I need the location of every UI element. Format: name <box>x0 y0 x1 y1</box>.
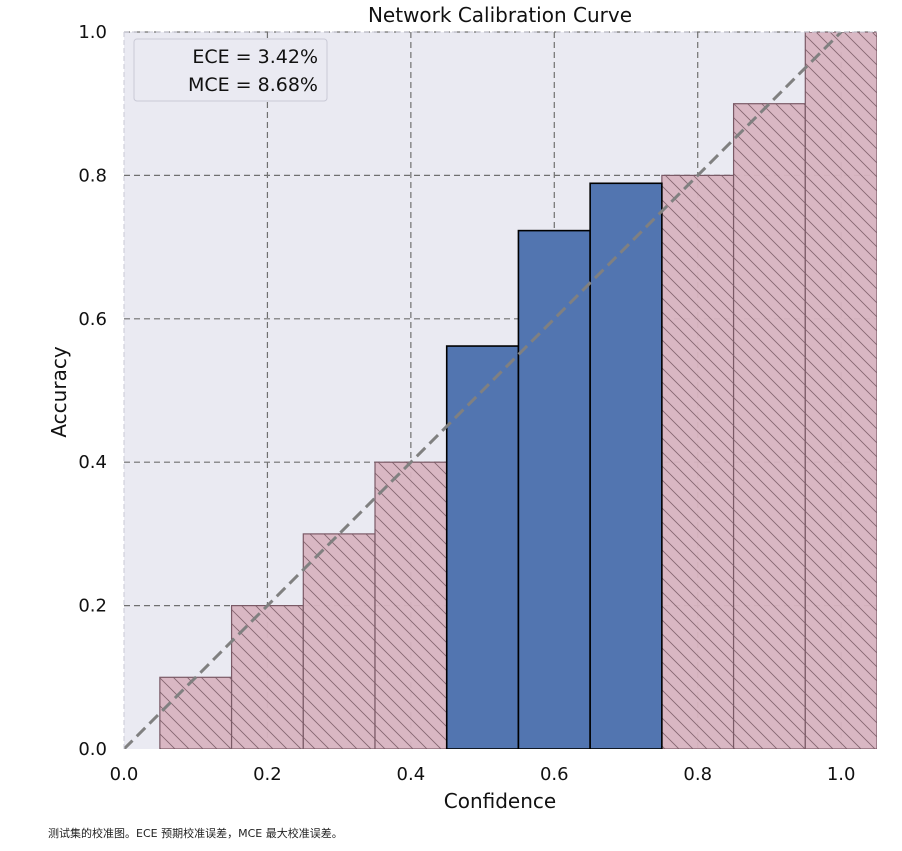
x-tick-label: 0.4 <box>397 764 426 785</box>
y-tick-label: 0.8 <box>78 165 107 186</box>
chart-title: Network Calibration Curve <box>368 3 632 27</box>
x-tick-label: 0.8 <box>683 764 712 785</box>
bars <box>159 32 877 749</box>
x-tick-label: 0.0 <box>110 764 139 785</box>
gap-bar <box>804 32 877 749</box>
gap-bar <box>661 174 735 749</box>
gap-bar <box>374 461 448 749</box>
gap-bar <box>230 604 304 749</box>
ece-label: ECE = 3.42% <box>192 46 318 68</box>
mce-label: MCE = 8.68% <box>188 74 318 96</box>
x-tick-label: 0.2 <box>253 764 282 785</box>
y-tick-label: 0.2 <box>78 596 107 617</box>
output-bar <box>589 182 663 749</box>
x-tick-label: 0.6 <box>540 764 569 785</box>
y-tick-label: 0.0 <box>78 739 107 760</box>
y-tick-label: 1.0 <box>78 22 107 43</box>
calibration-chart: 0.0 0.2 0.4 0.6 0.8 1.0 0.0 0.2 0.4 0.6 0.8 1.0 Ne… <box>47 3 877 813</box>
output-bar <box>517 229 591 749</box>
metrics-legend-box: ECE = 3.42% MCE = 8.68% <box>133 38 328 102</box>
gap-bar <box>302 533 376 749</box>
y-axis-label: Accuracy <box>47 346 71 437</box>
x-tick-labels: 0.0 0.2 0.4 0.6 0.8 1.0 <box>110 764 856 785</box>
plot-frame <box>123 31 877 749</box>
perfect-calibration-line <box>124 32 844 749</box>
y-tick-label: 0.4 <box>78 452 107 473</box>
figure-caption: 测试集的校准图。ECE 预期校准误差，MCE 最大校准误差。 <box>48 827 343 840</box>
y-tick-label: 0.6 <box>78 309 107 330</box>
x-tick-label: 1.0 <box>827 764 856 785</box>
x-axis-label: Confidence <box>444 789 556 813</box>
output-bar <box>445 345 520 749</box>
gap-bar <box>159 676 233 749</box>
gap-bar <box>732 103 806 749</box>
y-tick-labels: 0.0 0.2 0.4 0.6 0.8 1.0 <box>78 22 107 760</box>
